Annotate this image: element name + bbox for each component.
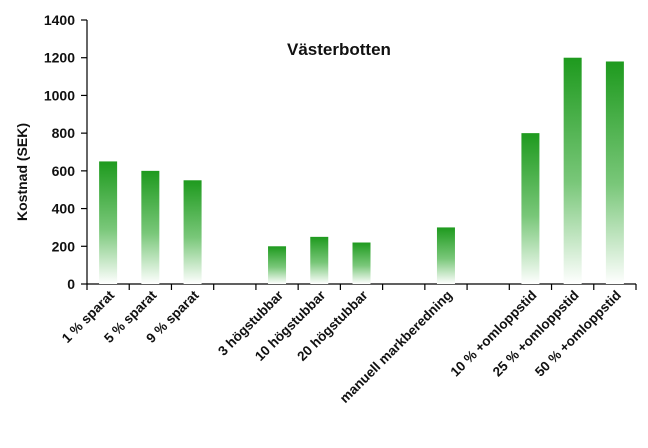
bar <box>310 236 329 284</box>
bars <box>99 57 624 284</box>
y-tick-label: 600 <box>52 163 76 179</box>
bar <box>436 227 455 284</box>
bar <box>183 180 202 284</box>
y-tick-label: 800 <box>52 125 76 141</box>
bar <box>268 246 287 284</box>
y-tick-label: 0 <box>67 276 75 292</box>
y-axis: 0 200 400 600 800 1000 1200 1400 <box>44 12 88 292</box>
bar <box>563 57 582 284</box>
y-axis-title: Kostnad (SEK) <box>14 123 30 221</box>
bar <box>352 242 371 284</box>
bar <box>605 61 624 284</box>
bar <box>99 161 118 284</box>
y-tick-label: 200 <box>52 238 76 254</box>
y-tick-label: 1000 <box>44 87 75 103</box>
y-tick-label: 1200 <box>44 50 75 66</box>
chart-title: Västerbotten <box>287 40 391 59</box>
y-tick-label: 400 <box>52 201 76 217</box>
y-tick-label: 1400 <box>44 12 75 28</box>
bar <box>141 170 160 284</box>
bar <box>521 133 540 284</box>
